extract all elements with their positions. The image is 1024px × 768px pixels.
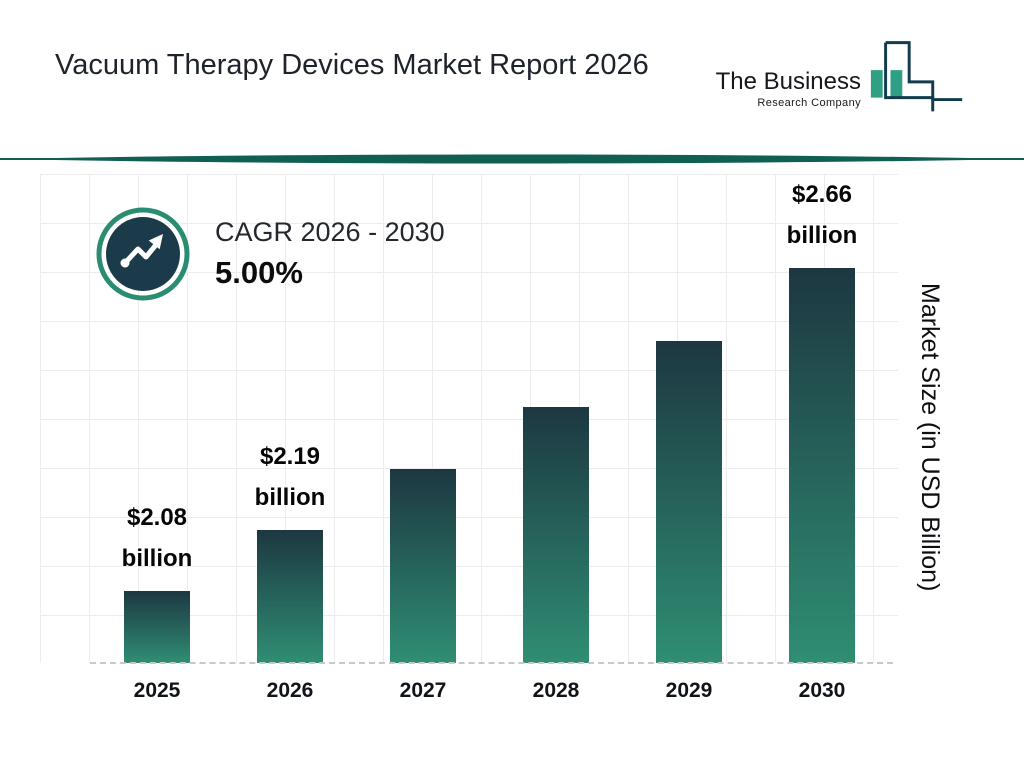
divider-line xyxy=(0,154,1024,164)
bar-column-2029: 2029 xyxy=(639,174,739,702)
company-logo: The Business Research Company xyxy=(716,38,972,116)
bar-2028 xyxy=(523,407,589,663)
bar-column-2030: $2.66 billion 2030 xyxy=(772,174,872,702)
page-title: Vacuum Therapy Devices Market Report 202… xyxy=(55,49,649,81)
bar-column-2025: $2.08 billion 2025 xyxy=(107,174,207,702)
logo-bars-icon xyxy=(870,41,963,112)
cagr-text: CAGR 2026 - 2030 5.00% xyxy=(215,217,445,291)
x-axis-label-2026: 2026 xyxy=(266,679,314,702)
bar-2026 xyxy=(257,530,323,663)
growth-trend-icon xyxy=(96,207,190,301)
y-axis-label: Market Size (in USD Billion) xyxy=(916,283,944,592)
x-axis-label-2027: 2027 xyxy=(399,679,447,702)
bar-value: $2.19 xyxy=(259,443,321,471)
bar-value-label: $2.08 billion xyxy=(77,498,237,580)
x-axis-label-2025: 2025 xyxy=(133,679,181,702)
bar-unit: billion xyxy=(786,222,858,250)
x-axis-label-2029: 2029 xyxy=(665,679,713,702)
x-axis-label-2028: 2028 xyxy=(532,679,580,702)
bar-value-label: $2.66 billion xyxy=(742,175,902,257)
bars-layer: $2.08 billion 2025 $2.19 billion 2026 2027 2028… xyxy=(40,174,898,702)
bar-column-2028: 2028 xyxy=(506,174,606,702)
bar-value: $2.66 xyxy=(791,181,853,209)
cagr-value: 5.00% xyxy=(215,255,303,290)
bar-unit: billion xyxy=(121,545,193,573)
cagr-label: CAGR 2026 - 2030 xyxy=(215,217,445,247)
logo-subname: Research Company xyxy=(757,97,861,109)
bar-2030 xyxy=(789,268,855,663)
bar-2029 xyxy=(656,341,722,663)
logo-name: The Business xyxy=(715,68,861,95)
x-axis-line xyxy=(90,662,893,664)
cagr-callout: CAGR 2026 - 2030 5.00% xyxy=(95,206,445,302)
x-axis-label-2030: 2030 xyxy=(798,679,846,702)
bar-unit: billion xyxy=(254,484,326,512)
bar-2025 xyxy=(124,591,190,663)
bar-value: $2.08 xyxy=(126,504,188,532)
bar-2027 xyxy=(390,469,456,663)
bar-column-2027: 2027 xyxy=(373,174,473,702)
bar-column-2026: $2.19 billion 2026 xyxy=(240,174,340,702)
bar-value-label: $2.19 billion xyxy=(210,437,370,519)
logo-text: The Business Research Company xyxy=(716,68,861,109)
market-chart: $2.08 billion 2025 $2.19 billion 2026 2027 2028… xyxy=(40,174,898,702)
